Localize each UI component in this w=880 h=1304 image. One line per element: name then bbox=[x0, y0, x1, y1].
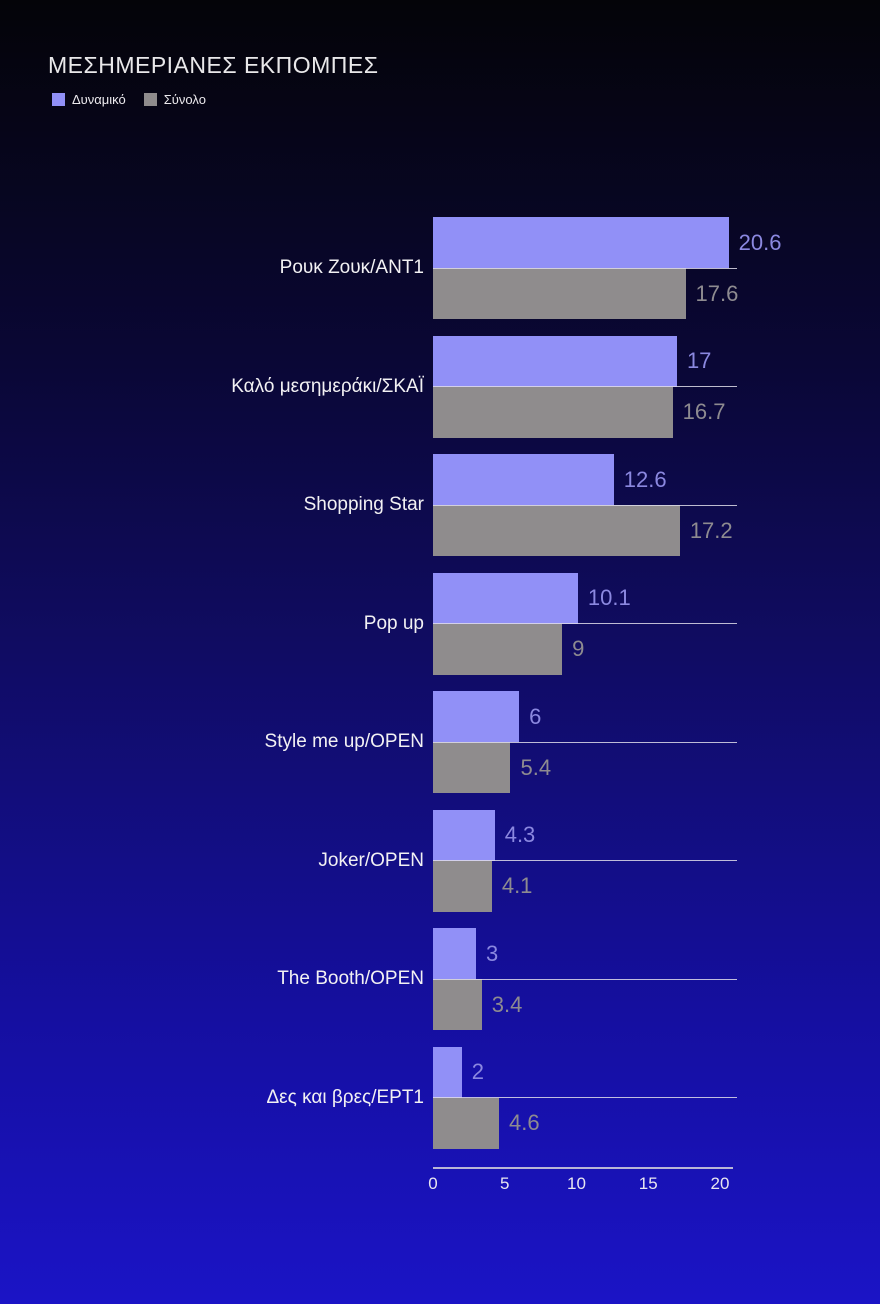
x-axis-tick-label: 0 bbox=[428, 1174, 438, 1193]
category-label: Joker/OPEN bbox=[318, 849, 424, 871]
value-label-total: 3.4 bbox=[491, 991, 523, 1017]
bar-total bbox=[433, 742, 511, 794]
bar-row: Καλό μεσημεράκι/ΣΚΑΪ 17 16.7 bbox=[0, 328, 880, 447]
value-label-dynamic: 10.1 bbox=[587, 585, 631, 611]
row-baseline bbox=[433, 860, 737, 862]
legend-label: Σύνολο bbox=[163, 92, 206, 107]
legend-label: Δυναμικό bbox=[72, 92, 126, 107]
value-label-total: 5.4 bbox=[520, 754, 552, 780]
bar-dynamic bbox=[433, 691, 520, 743]
bar-dynamic bbox=[433, 454, 614, 506]
bar-row: Joker/OPEN 4.3 4.1 bbox=[0, 802, 880, 921]
value-label-dynamic: 6 bbox=[529, 703, 542, 729]
bar-dynamic bbox=[433, 572, 578, 624]
category-label: Style me up/OPEN bbox=[264, 731, 424, 753]
value-label-total: 9 bbox=[572, 636, 585, 662]
category-label: The Booth/OPEN bbox=[277, 968, 424, 990]
legend-swatch-icon bbox=[52, 93, 65, 106]
value-label-total: 4.1 bbox=[501, 873, 533, 899]
x-axis-tick-label: 20 bbox=[710, 1174, 730, 1193]
x-axis-line bbox=[433, 1167, 733, 1169]
category-label: Δες και βρες/ΕΡΤ1 bbox=[266, 1086, 424, 1108]
row-baseline bbox=[433, 978, 737, 980]
bar-total bbox=[433, 979, 482, 1031]
bar-dynamic bbox=[433, 335, 677, 387]
bar-total bbox=[433, 505, 680, 557]
value-label-total: 17.6 bbox=[695, 280, 739, 306]
bar-total bbox=[433, 386, 673, 438]
bar-total bbox=[433, 268, 686, 320]
row-baseline bbox=[433, 623, 737, 625]
bar-row: Δες και βρες/ΕΡΤ1 2 4.6 bbox=[0, 1039, 880, 1158]
bar-dynamic bbox=[433, 809, 495, 861]
row-baseline bbox=[433, 741, 737, 743]
legend-item: Σύνολο bbox=[143, 92, 206, 107]
bar-row: Ρουκ Ζουκ/ΑΝΤ1 20.6 17.6 bbox=[0, 209, 880, 328]
chart-title: ΜΕΣΗΜΕΡΙΑΝΕΣ ΕΚΠΟΜΠΕΣ bbox=[48, 52, 379, 78]
bar-total bbox=[433, 860, 492, 912]
x-axis-tick-label: 15 bbox=[638, 1174, 658, 1193]
bar-total bbox=[433, 1097, 499, 1149]
bar-row: Shopping Star 12.6 17.2 bbox=[0, 446, 880, 565]
value-label-dynamic: 2 bbox=[471, 1059, 484, 1085]
category-label: Ρουκ Ζουκ/ΑΝΤ1 bbox=[279, 257, 424, 279]
legend-item: Δυναμικό bbox=[52, 92, 126, 107]
value-label-total: 16.7 bbox=[682, 399, 726, 425]
row-baseline bbox=[433, 504, 737, 506]
bar-row: The Booth/OPEN 3 3.4 bbox=[0, 920, 880, 1039]
bar-row: Style me up/OPEN 6 5.4 bbox=[0, 683, 880, 802]
x-axis-tick-label: 10 bbox=[567, 1174, 586, 1193]
bar-dynamic bbox=[433, 928, 477, 980]
row-baseline bbox=[433, 1097, 737, 1099]
value-label-dynamic: 20.6 bbox=[738, 229, 782, 255]
row-baseline bbox=[433, 267, 737, 269]
bar-total bbox=[433, 623, 563, 675]
category-label: Pop up bbox=[363, 612, 424, 634]
bar-dynamic bbox=[433, 1046, 462, 1098]
legend: Δυναμικό Σύνολο bbox=[52, 92, 206, 107]
value-label-dynamic: 3 bbox=[486, 940, 499, 966]
plot-area: Ρουκ Ζουκ/ΑΝΤ1 20.6 17.6 Καλό μεσημεράκι/ΣΚ… bbox=[0, 209, 880, 1157]
value-label-total: 17.2 bbox=[689, 517, 733, 543]
bar-dynamic bbox=[433, 217, 729, 269]
value-label-total: 4.6 bbox=[509, 1110, 540, 1136]
bar-row: Pop up 10.1 9 bbox=[0, 565, 880, 684]
legend-swatch-icon bbox=[143, 93, 157, 106]
category-label: Καλό μεσημεράκι/ΣΚΑΪ bbox=[231, 375, 424, 397]
value-label-dynamic: 12.6 bbox=[623, 466, 667, 492]
value-label-dynamic: 17 bbox=[686, 348, 712, 374]
x-axis-tick-label: 5 bbox=[500, 1174, 510, 1193]
row-baseline bbox=[433, 386, 737, 388]
value-label-dynamic: 4.3 bbox=[504, 822, 536, 848]
category-label: Shopping Star bbox=[303, 494, 424, 516]
